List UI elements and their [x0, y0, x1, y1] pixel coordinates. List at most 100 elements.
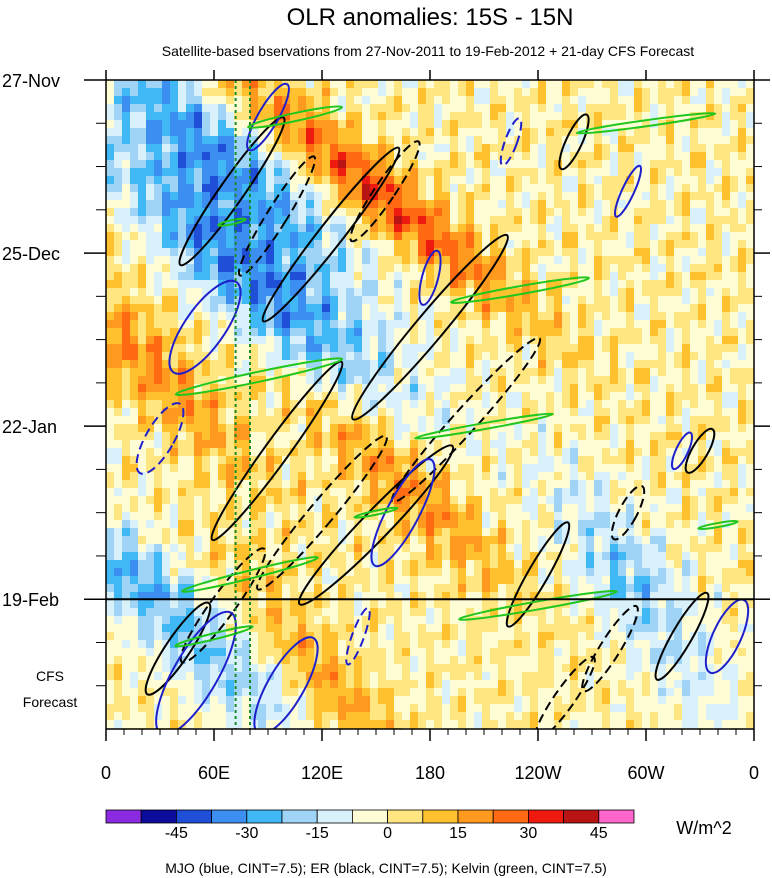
heat-cell [626, 104, 635, 113]
heat-cell [290, 320, 299, 329]
heat-cell [618, 520, 627, 529]
heat-cell [234, 144, 243, 153]
heat-cell [274, 88, 283, 97]
heat-cell [546, 512, 555, 521]
heat-cell [490, 80, 499, 89]
heat-cell [530, 408, 539, 417]
heat-cell [338, 376, 347, 385]
heat-cell [682, 296, 691, 305]
heat-cell [658, 560, 667, 569]
heat-cell [130, 416, 139, 425]
heat-cell [554, 528, 563, 537]
heat-cell [490, 360, 499, 369]
heat-cell [418, 480, 427, 489]
heat-cell [322, 392, 331, 401]
heat-cell [162, 200, 171, 209]
heat-cell [682, 152, 691, 161]
heat-cell [706, 400, 715, 409]
heat-cell [130, 88, 139, 97]
heat-cell [298, 488, 307, 497]
heat-cell [514, 536, 523, 545]
heat-cell [530, 312, 539, 321]
heat-cell [170, 280, 179, 289]
heat-cell [266, 160, 275, 169]
heat-cell [530, 112, 539, 121]
heat-cell [250, 280, 259, 289]
heat-cell [554, 112, 563, 121]
heat-cell [402, 240, 411, 249]
heat-cell [242, 544, 251, 553]
heat-cell [170, 200, 179, 209]
heat-cell [354, 344, 363, 353]
heat-cell [322, 384, 331, 393]
heat-cell [274, 360, 283, 369]
heat-cell [690, 104, 699, 113]
heat-cell [706, 296, 715, 305]
heat-cell [666, 424, 675, 433]
heat-cell [674, 400, 683, 409]
heat-cell [738, 272, 747, 281]
heat-cell [378, 416, 387, 425]
heat-cell [474, 232, 483, 241]
heat-cell [458, 480, 467, 489]
heat-cell [386, 104, 395, 113]
heat-cell [362, 312, 371, 321]
heat-cell [210, 96, 219, 105]
heat-cell [138, 384, 147, 393]
heat-cell [618, 80, 627, 89]
heat-cell [210, 352, 219, 361]
heat-cell [114, 80, 123, 89]
heat-cell [146, 536, 155, 545]
heat-cell [298, 528, 307, 537]
heat-cell [282, 416, 291, 425]
heat-cell [178, 544, 187, 553]
heat-cell [202, 400, 211, 409]
heat-cell [466, 360, 475, 369]
heat-cell [146, 184, 155, 193]
heat-cell [698, 472, 707, 481]
heat-cell [602, 392, 611, 401]
heat-cell [306, 312, 315, 321]
heat-cell [450, 216, 459, 225]
heat-cell [690, 288, 699, 297]
heat-cell [322, 504, 331, 513]
heat-cell [290, 448, 299, 457]
heat-cell [322, 248, 331, 257]
heat-cell [586, 240, 595, 249]
heat-cell [394, 336, 403, 345]
heat-cell [218, 360, 227, 369]
heat-cell [130, 208, 139, 217]
heat-cell [626, 240, 635, 249]
heat-cell [114, 240, 123, 249]
heat-cell [442, 168, 451, 177]
heat-cell [122, 240, 131, 249]
heat-cell [506, 528, 515, 537]
heat-cell [490, 288, 499, 297]
heat-cell [514, 360, 523, 369]
heat-cell [706, 176, 715, 185]
heat-cell [250, 568, 259, 577]
heat-cell [626, 192, 635, 201]
heat-cell [418, 368, 427, 377]
heat-cell [266, 320, 275, 329]
heat-cell [130, 488, 139, 497]
heat-cell [594, 208, 603, 217]
heat-cell [266, 440, 275, 449]
heat-cell [162, 376, 171, 385]
heat-cell [418, 280, 427, 289]
heat-cell [618, 488, 627, 497]
heat-cell [274, 200, 283, 209]
heat-cell [386, 248, 395, 257]
heat-cell [634, 464, 643, 473]
heat-cell [690, 536, 699, 545]
heat-cell [442, 160, 451, 169]
heat-cell [378, 456, 387, 465]
heat-cell [306, 528, 315, 537]
heat-cell [178, 416, 187, 425]
heat-cell [178, 264, 187, 273]
heat-cell [666, 360, 675, 369]
heat-cell [554, 240, 563, 249]
heat-cell [226, 152, 235, 161]
heat-cell [642, 496, 651, 505]
heat-cell [682, 328, 691, 337]
